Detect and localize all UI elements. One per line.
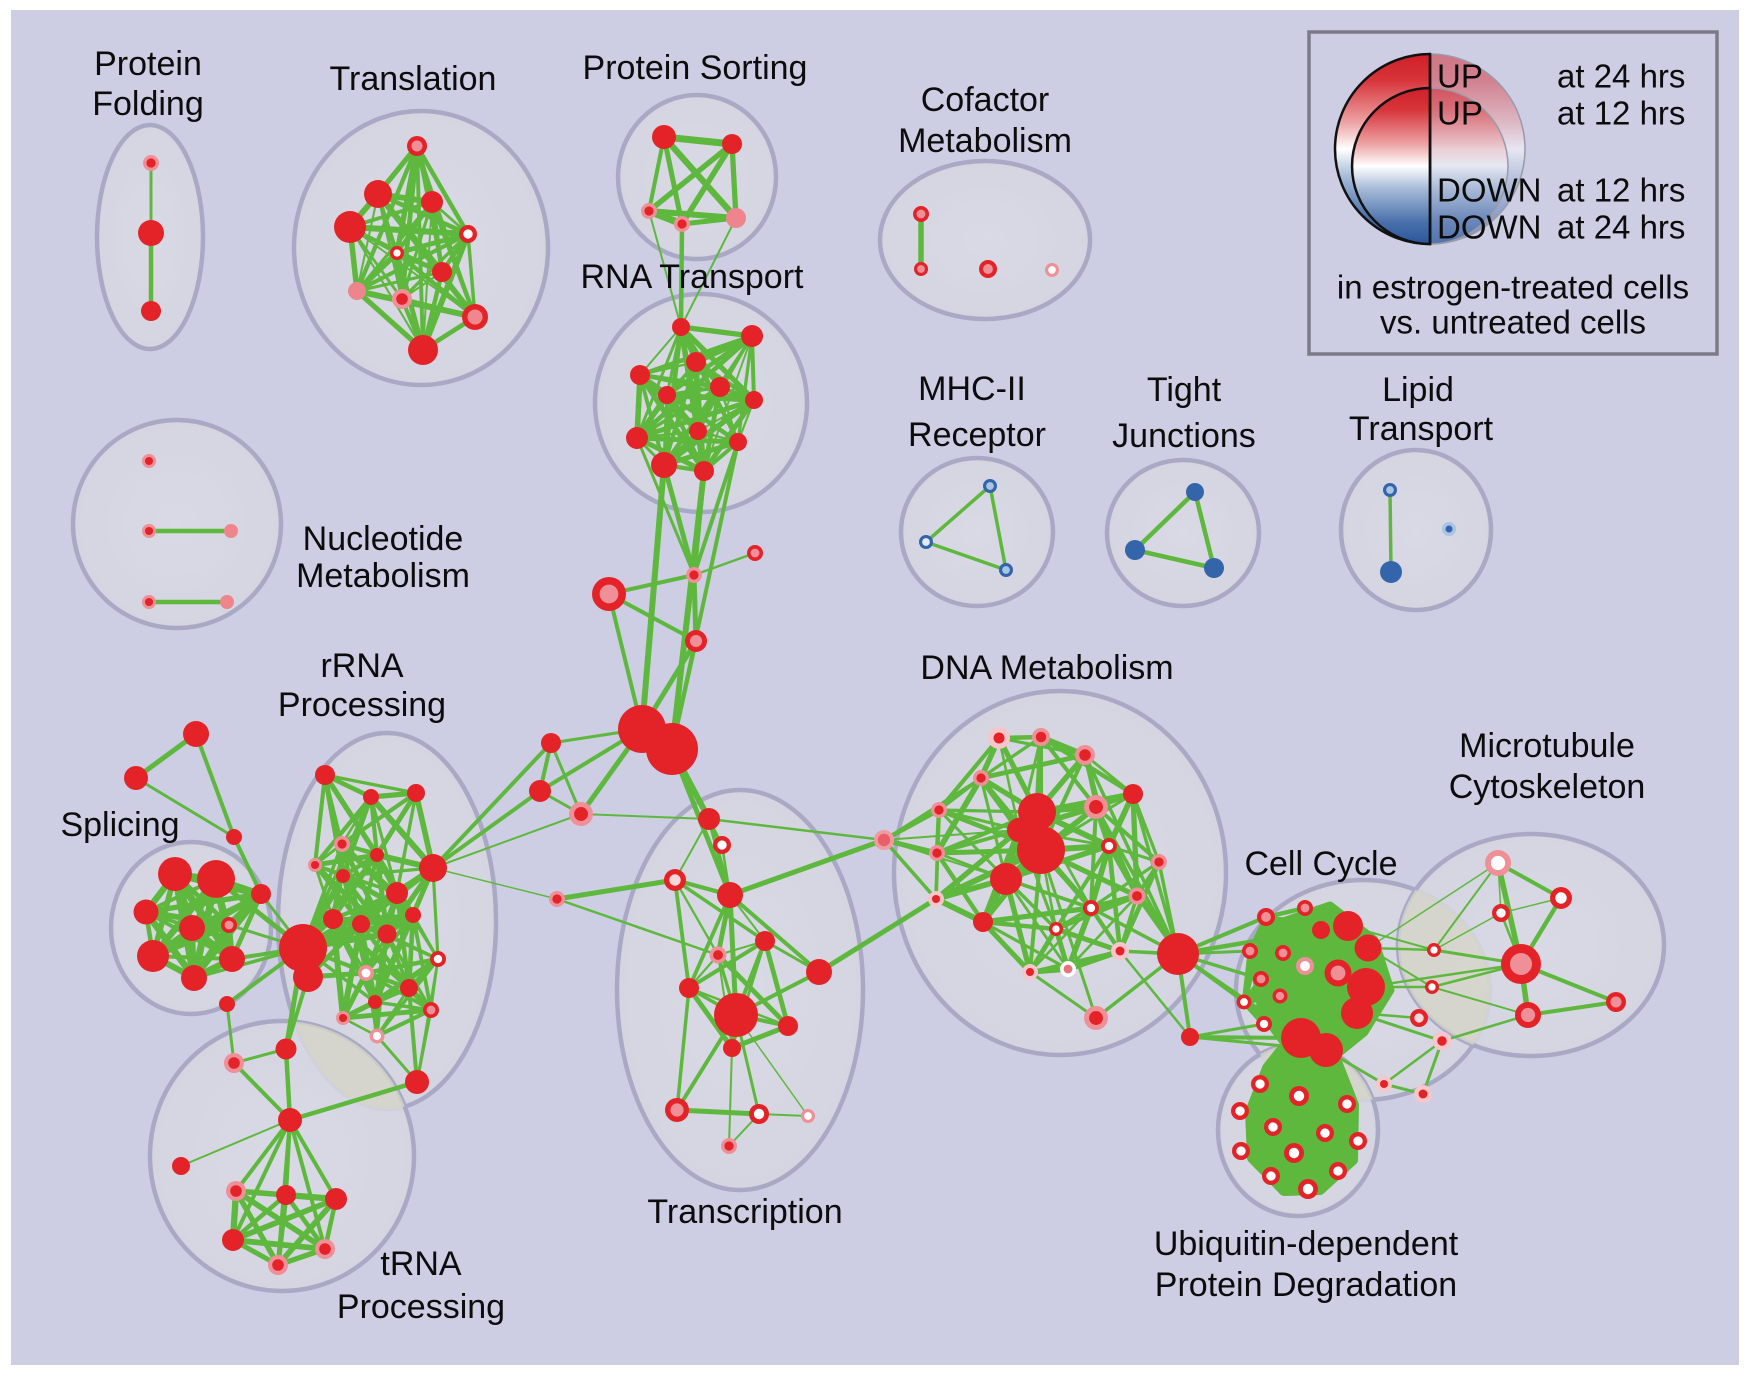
svg-text:MHC-II: MHC-II <box>918 370 1026 408</box>
svg-text:at 24 hrs: at 24 hrs <box>1557 209 1685 246</box>
svg-text:DNA Metabolism: DNA Metabolism <box>920 649 1173 687</box>
svg-text:Transcription: Transcription <box>647 1193 842 1231</box>
svg-text:Protein: Protein <box>94 45 202 83</box>
svg-text:tRNA: tRNA <box>380 1245 462 1283</box>
svg-text:Protein Sorting: Protein Sorting <box>583 49 808 87</box>
svg-text:UP: UP <box>1437 95 1483 132</box>
svg-text:vs. untreated cells: vs. untreated cells <box>1380 304 1646 341</box>
svg-text:Splicing: Splicing <box>60 806 179 844</box>
svg-text:Junctions: Junctions <box>1112 417 1256 455</box>
svg-text:Microtubule: Microtubule <box>1459 727 1635 765</box>
svg-text:DOWN: DOWN <box>1437 209 1541 246</box>
svg-text:Processing: Processing <box>278 686 446 724</box>
svg-text:UP: UP <box>1437 58 1483 95</box>
svg-text:DOWN: DOWN <box>1437 172 1541 209</box>
svg-text:Translation: Translation <box>330 60 497 98</box>
svg-text:Metabolism: Metabolism <box>898 122 1072 160</box>
svg-text:Cofactor: Cofactor <box>921 81 1050 119</box>
svg-text:at 12 hrs: at 12 hrs <box>1557 172 1685 209</box>
svg-text:Tight: Tight <box>1147 371 1222 409</box>
svg-text:Protein Degradation: Protein Degradation <box>1155 1266 1457 1304</box>
svg-text:Cell Cycle: Cell Cycle <box>1244 845 1397 883</box>
svg-text:Ubiquitin-dependent: Ubiquitin-dependent <box>1154 1225 1459 1263</box>
svg-text:Metabolism: Metabolism <box>296 557 470 595</box>
svg-text:Lipid: Lipid <box>1382 371 1454 409</box>
svg-text:Receptor: Receptor <box>908 416 1046 454</box>
svg-text:in estrogen-treated cells: in estrogen-treated cells <box>1337 269 1689 306</box>
svg-text:Cytoskeleton: Cytoskeleton <box>1449 768 1646 806</box>
svg-text:Transport: Transport <box>1349 410 1494 448</box>
svg-text:at 12 hrs: at 12 hrs <box>1557 95 1685 132</box>
svg-text:at 24 hrs: at 24 hrs <box>1557 58 1685 95</box>
svg-text:RNA Transport: RNA Transport <box>581 258 805 296</box>
svg-text:Folding: Folding <box>92 85 204 123</box>
svg-text:Processing: Processing <box>337 1288 505 1326</box>
svg-text:rRNA: rRNA <box>320 647 403 685</box>
svg-text:Nucleotide: Nucleotide <box>303 520 464 558</box>
